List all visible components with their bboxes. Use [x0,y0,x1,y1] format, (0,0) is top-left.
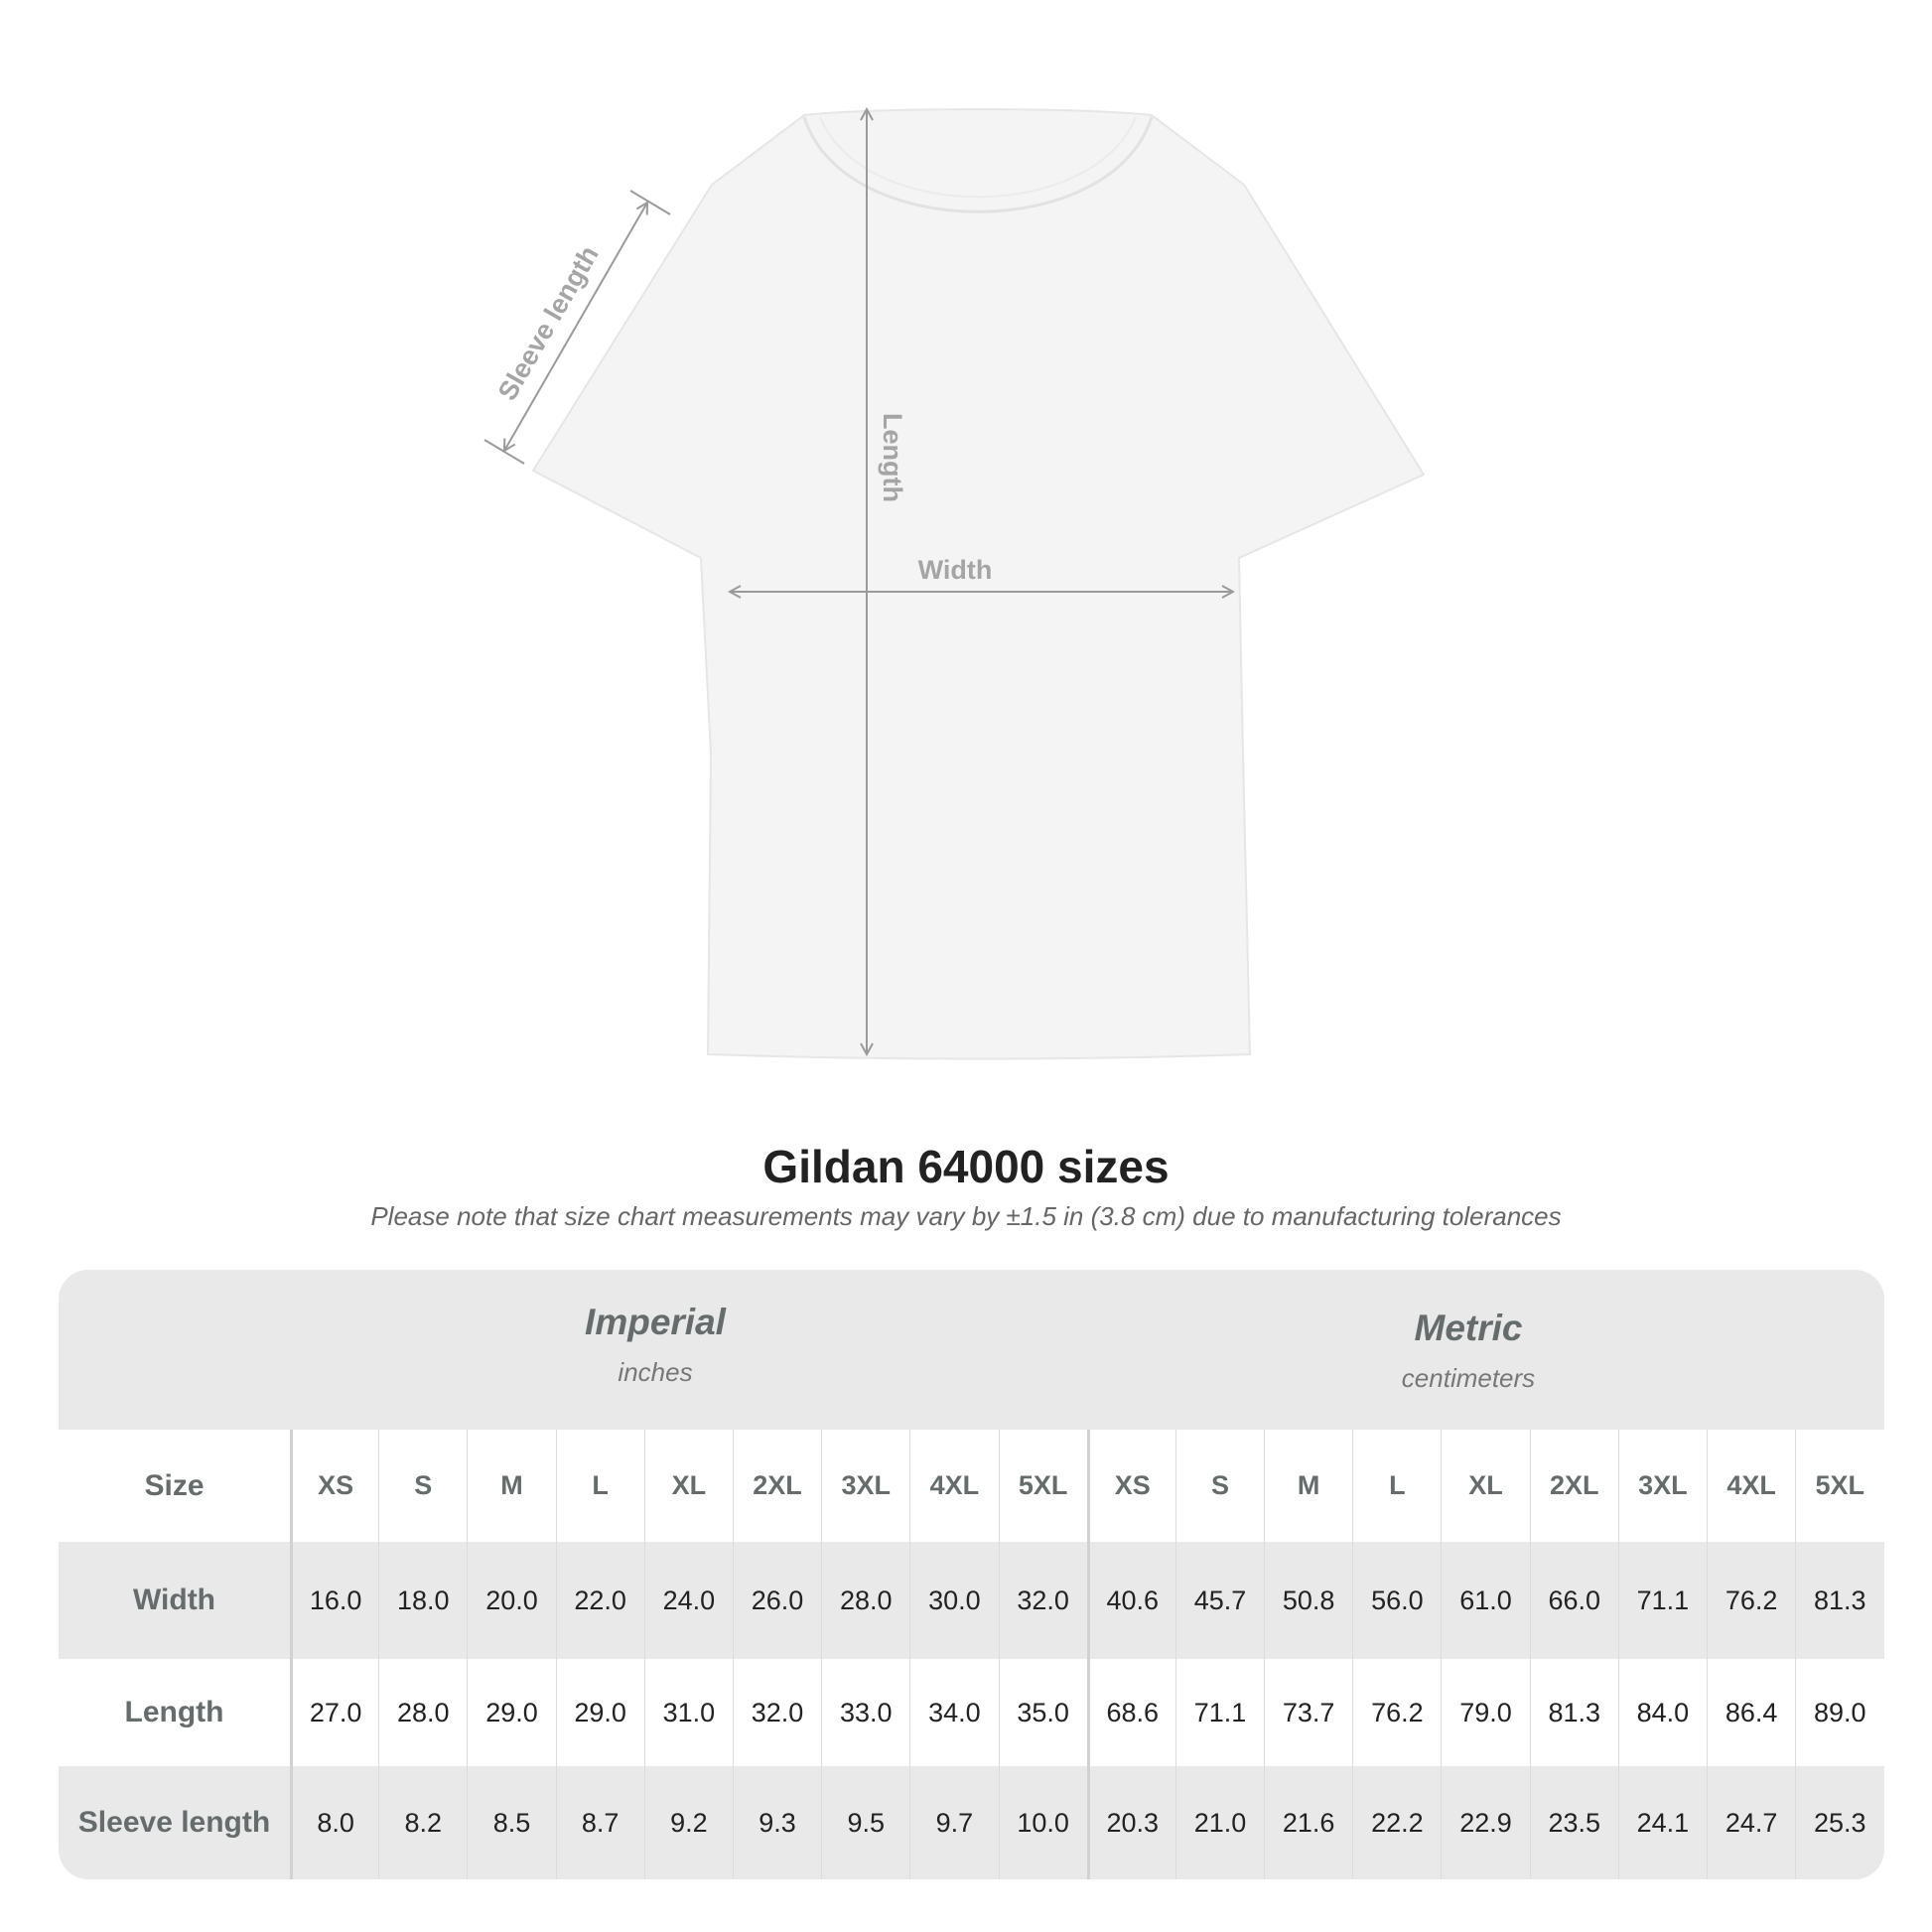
table-cell: 18.0 [378,1542,467,1659]
table-cell: 33.0 [821,1659,909,1766]
size-table: Imperial inches Metric centimeters Size … [59,1270,1884,1879]
table-cell: 31.0 [643,1659,733,1766]
table-cell: 84.0 [1617,1659,1707,1766]
table-cell: 9.5 [821,1766,909,1879]
size-header: S [1174,1430,1264,1542]
size-header: XS [1086,1430,1175,1542]
size-header: 3XL [1617,1430,1707,1542]
size-header: L [555,1430,644,1542]
tolerance-note: Please note that size chart measurements… [370,1201,1562,1231]
table-cell: 22.2 [1352,1766,1441,1879]
table-cell: 32.0 [998,1542,1087,1659]
size-header: 3XL [821,1430,909,1542]
collar [802,116,1154,213]
tshirt-diagram: Sleeve length Length Width [483,0,1426,1060]
row-label: Sleeve length [77,1806,271,1839]
table-cell: 32.0 [732,1659,821,1766]
table-cell: 28.0 [378,1659,467,1766]
size-header: XL [643,1430,733,1542]
table-cell: 86.4 [1707,1659,1795,1766]
size-header: M [467,1430,555,1542]
table-row: Length 27.0 28.0 29.0 29.0 31.0 32.0 33.0 34.0 35… [59,1659,1884,1766]
size-row: Size XS S M L XL 2XL 3XL 4XL 5XL XS S M L XL 2XL 3XL 4XL… [59,1430,1884,1542]
table-cell: 10.0 [998,1766,1087,1879]
sleeve-arrow [504,203,647,451]
size-header: L [1352,1430,1441,1542]
table-cell: 30.0 [909,1542,998,1659]
table-cell: 28.0 [821,1542,909,1659]
table-cell: 25.3 [1795,1766,1883,1879]
table-cell: 22.9 [1441,1766,1529,1879]
table-cell: 8.7 [555,1766,644,1879]
size-header: 5XL [1795,1430,1883,1542]
table-cell: 81.3 [1795,1542,1883,1659]
table-cell: 81.3 [1529,1659,1618,1766]
table-cell: 24.7 [1707,1766,1795,1879]
size-header: 2XL [1529,1430,1618,1542]
table-cell: 26.0 [732,1542,821,1659]
table-cell: 21.0 [1174,1766,1264,1879]
imperial-title: Imperial [585,1302,726,1342]
tshirt-shape [531,108,1426,1060]
sleeve-length-label: Sleeve length [492,241,605,406]
table-cell: 27.0 [290,1659,378,1766]
table-cell: 20.0 [467,1542,555,1659]
table-cell: 8.2 [378,1766,467,1879]
table-cell: 9.3 [732,1766,821,1879]
table-cell: 56.0 [1352,1542,1441,1659]
table-cell: 24.0 [643,1542,733,1659]
table-cell: 79.0 [1441,1659,1529,1766]
size-header: M [1264,1430,1352,1542]
size-header: 5XL [998,1430,1087,1542]
table-cell: 29.0 [467,1659,555,1766]
table-cell: 68.6 [1086,1659,1175,1766]
metric-title: Metric [1414,1308,1523,1348]
size-header: S [378,1430,467,1542]
table-cell: 50.8 [1264,1542,1352,1659]
width-label: Width [918,555,993,585]
table-cell: 9.2 [643,1766,733,1879]
size-header: XL [1441,1430,1529,1542]
row-label: Width [132,1584,216,1616]
table-cell: 23.5 [1529,1766,1618,1879]
table-cell: 8.0 [290,1766,378,1879]
imperial-unit: inches [618,1357,693,1387]
table-cell: 8.5 [467,1766,555,1879]
table-cell: 89.0 [1795,1659,1883,1766]
size-header: 2XL [732,1430,821,1542]
size-header: XS [290,1430,378,1542]
metric-header: Metric centimeters [1171,1308,1766,1394]
table-cell: 61.0 [1441,1542,1529,1659]
size-label: Size [144,1468,205,1502]
row-label: Length [124,1696,224,1728]
table-cell: 29.0 [555,1659,644,1766]
metric-unit: centimeters [1401,1363,1536,1393]
table-cell: 20.3 [1086,1766,1175,1879]
size-header: 4XL [909,1430,998,1542]
table-cell: 45.7 [1174,1542,1264,1659]
table-cell: 71.1 [1174,1659,1264,1766]
table-cell: 24.1 [1617,1766,1707,1879]
table-cell: 21.6 [1264,1766,1352,1879]
size-header: 4XL [1707,1430,1795,1542]
table-cell: 40.6 [1086,1542,1175,1659]
table-cell: 66.0 [1529,1542,1618,1659]
table-row: Sleeve length 8.0 8.2 8.5 8.7 9.2 9.3 9.5 9.7 10.… [59,1766,1884,1879]
table-cell: 22.0 [555,1542,644,1659]
table-cell: 76.2 [1707,1542,1795,1659]
table-cell: 73.7 [1264,1659,1352,1766]
length-label: Length [878,413,907,502]
table-cell: 16.0 [290,1542,378,1659]
page-title: Gildan 64000 sizes [762,1141,1170,1192]
table-cell: 35.0 [998,1659,1087,1766]
table-cell: 9.7 [909,1766,998,1879]
table-row: Width 16.0 18.0 20.0 22.0 24.0 26.0 28.0 30.0 32.… [59,1542,1884,1659]
table-cell: 76.2 [1352,1659,1441,1766]
table-cell: 34.0 [909,1659,998,1766]
table-cell: 71.1 [1617,1542,1707,1659]
imperial-header: Imperial inches [357,1302,953,1388]
